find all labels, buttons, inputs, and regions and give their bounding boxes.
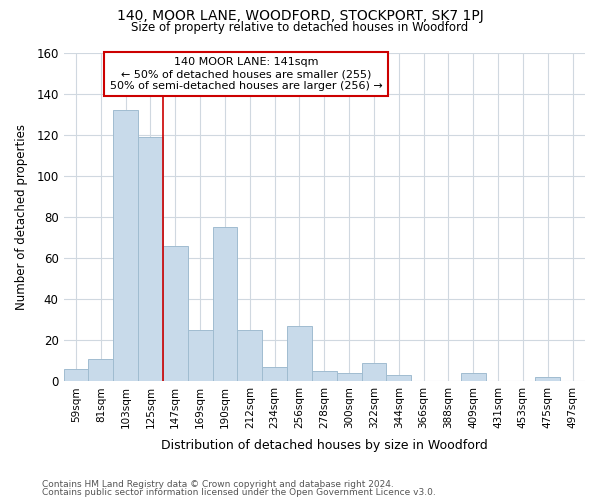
Bar: [262, 367, 287, 382]
Bar: [337, 373, 362, 382]
Bar: [238, 330, 262, 382]
Bar: [138, 137, 163, 382]
Text: Contains public sector information licensed under the Open Government Licence v3: Contains public sector information licen…: [42, 488, 436, 497]
Bar: [113, 110, 138, 382]
Text: Size of property relative to detached houses in Woodford: Size of property relative to detached ho…: [131, 22, 469, 35]
Bar: [188, 330, 212, 382]
Bar: [287, 326, 312, 382]
Y-axis label: Number of detached properties: Number of detached properties: [15, 124, 28, 310]
Text: 140, MOOR LANE, WOODFORD, STOCKPORT, SK7 1PJ: 140, MOOR LANE, WOODFORD, STOCKPORT, SK7…: [116, 9, 484, 23]
Text: 140 MOOR LANE: 141sqm
← 50% of detached houses are smaller (255)
50% of semi-det: 140 MOOR LANE: 141sqm ← 50% of detached …: [110, 58, 382, 90]
X-axis label: Distribution of detached houses by size in Woodford: Distribution of detached houses by size …: [161, 440, 488, 452]
Bar: [386, 375, 411, 382]
Text: Contains HM Land Registry data © Crown copyright and database right 2024.: Contains HM Land Registry data © Crown c…: [42, 480, 394, 489]
Bar: [88, 359, 113, 382]
Bar: [461, 373, 485, 382]
Bar: [535, 378, 560, 382]
Bar: [312, 371, 337, 382]
Bar: [163, 246, 188, 382]
Bar: [212, 227, 238, 382]
Bar: [64, 369, 88, 382]
Bar: [362, 363, 386, 382]
